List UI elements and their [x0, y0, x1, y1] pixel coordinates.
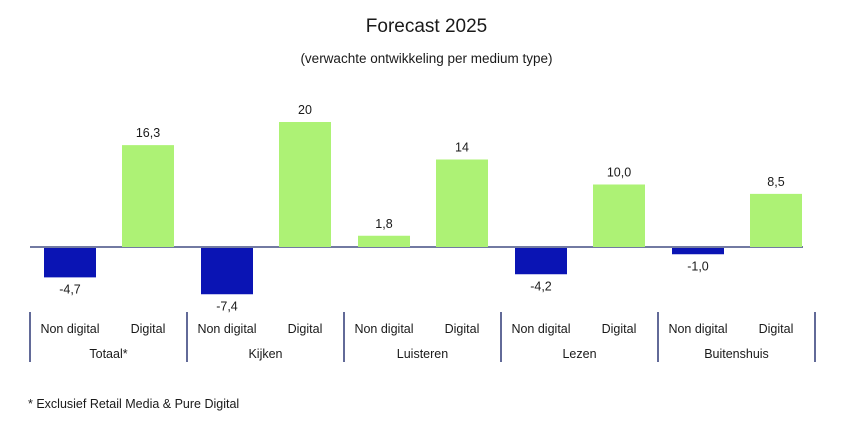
data-label: 10,0	[607, 166, 631, 180]
data-label: 1,8	[375, 217, 392, 231]
data-label: -4,2	[530, 279, 552, 293]
tick-label: Non digital	[354, 322, 413, 336]
footnote: * Exclusief Retail Media & Pure Digital	[28, 397, 240, 411]
tick-label: Digital	[602, 322, 637, 336]
data-label: 8,5	[767, 175, 784, 189]
bar	[672, 248, 724, 255]
bar	[279, 122, 331, 247]
group-label: Totaal*	[89, 347, 127, 361]
group-label: Luisteren	[397, 347, 448, 361]
tick-label: Non digital	[668, 322, 727, 336]
bar	[515, 248, 567, 275]
tick-label: Non digital	[40, 322, 99, 336]
bar	[436, 159, 488, 247]
bar	[593, 184, 645, 247]
group-label: Lezen	[562, 347, 596, 361]
data-label: -4,7	[59, 282, 81, 296]
tick-label: Digital	[445, 322, 480, 336]
data-label: 14	[455, 141, 469, 155]
bar	[44, 248, 96, 278]
bar	[122, 145, 174, 247]
tick-label: Non digital	[197, 322, 256, 336]
data-label: -1,0	[687, 259, 709, 273]
bar	[358, 235, 410, 247]
group-label: Kijken	[248, 347, 282, 361]
data-label: -7,4	[216, 299, 238, 313]
group-label: Buitenshuis	[704, 347, 769, 361]
tick-label: Digital	[288, 322, 323, 336]
tick-label: Digital	[131, 322, 166, 336]
bar	[750, 193, 802, 247]
data-label: 20	[298, 103, 312, 117]
chart-subtitle: (verwachte ontwikkeling per medium type)	[300, 51, 553, 66]
bar	[201, 248, 253, 295]
tick-label: Non digital	[511, 322, 570, 336]
tick-label: Digital	[759, 322, 794, 336]
data-label: 16,3	[136, 126, 160, 140]
chart-title: Forecast 2025	[365, 16, 488, 37]
